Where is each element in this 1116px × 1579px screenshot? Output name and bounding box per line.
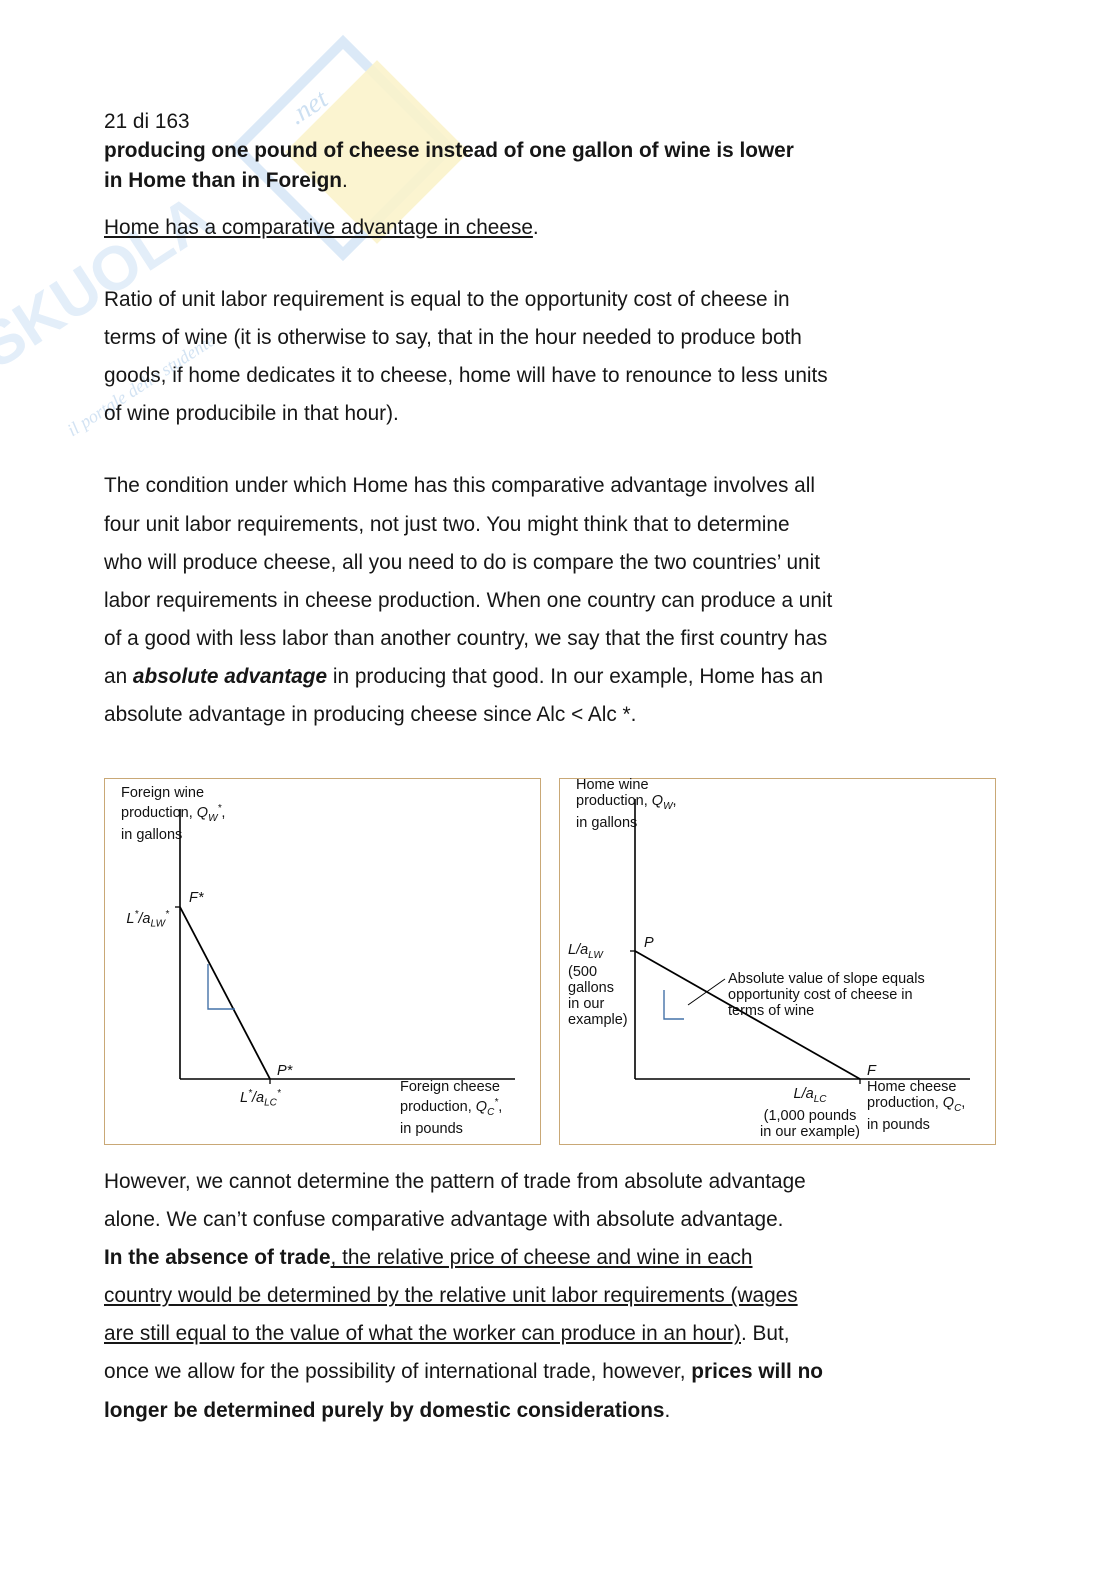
svg-text:P: P xyxy=(644,935,654,951)
svg-text:F*: F* xyxy=(189,890,205,906)
svg-text:P*: P* xyxy=(277,1063,294,1079)
svg-text:F: F xyxy=(867,1063,877,1079)
